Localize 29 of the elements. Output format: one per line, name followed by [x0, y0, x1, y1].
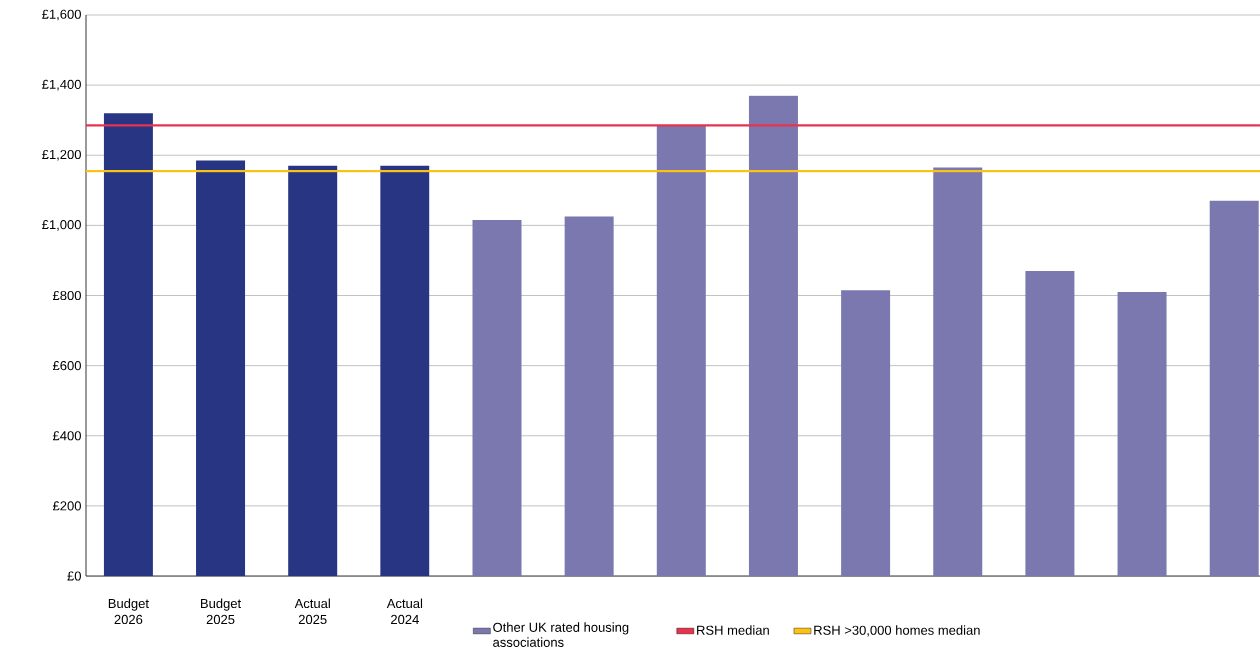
y-tick-label: £400: [52, 431, 81, 441]
bar: [472, 220, 522, 576]
bar: [564, 216, 614, 576]
x-tick-label: Budget 2026: [108, 598, 149, 625]
y-tick-label: £800: [52, 290, 81, 301]
bar: [1025, 270, 1075, 576]
legend-label: Other UK rated housing associations: [493, 622, 629, 647]
bar: [656, 125, 706, 576]
y-tick-label: £1,600: [42, 9, 81, 21]
bar: [196, 160, 246, 576]
x-tick-label: Actual 2024: [386, 598, 423, 625]
y-tick-label: £0: [67, 571, 81, 581]
y-tick-label: £1,400: [42, 79, 81, 91]
y-tick-label: £1,000: [42, 220, 81, 231]
bar: [103, 113, 153, 576]
y-tick-label: £600: [52, 361, 81, 371]
y-tick-label: £1,200: [42, 149, 81, 161]
legend-label: RSH >30,000 homes median: [814, 625, 980, 637]
x-tick-label: Budget 2025: [201, 598, 242, 625]
x-tick-label: Actual 2025: [294, 598, 330, 625]
bar: [933, 167, 983, 576]
y-tick-label: £200: [52, 501, 81, 511]
legend-label: RSH median: [697, 625, 769, 635]
bar: [288, 165, 338, 576]
bar: [748, 95, 798, 576]
bar: [380, 165, 430, 576]
bar: [1209, 200, 1259, 576]
bar: [841, 290, 891, 576]
bar: [1117, 292, 1167, 576]
